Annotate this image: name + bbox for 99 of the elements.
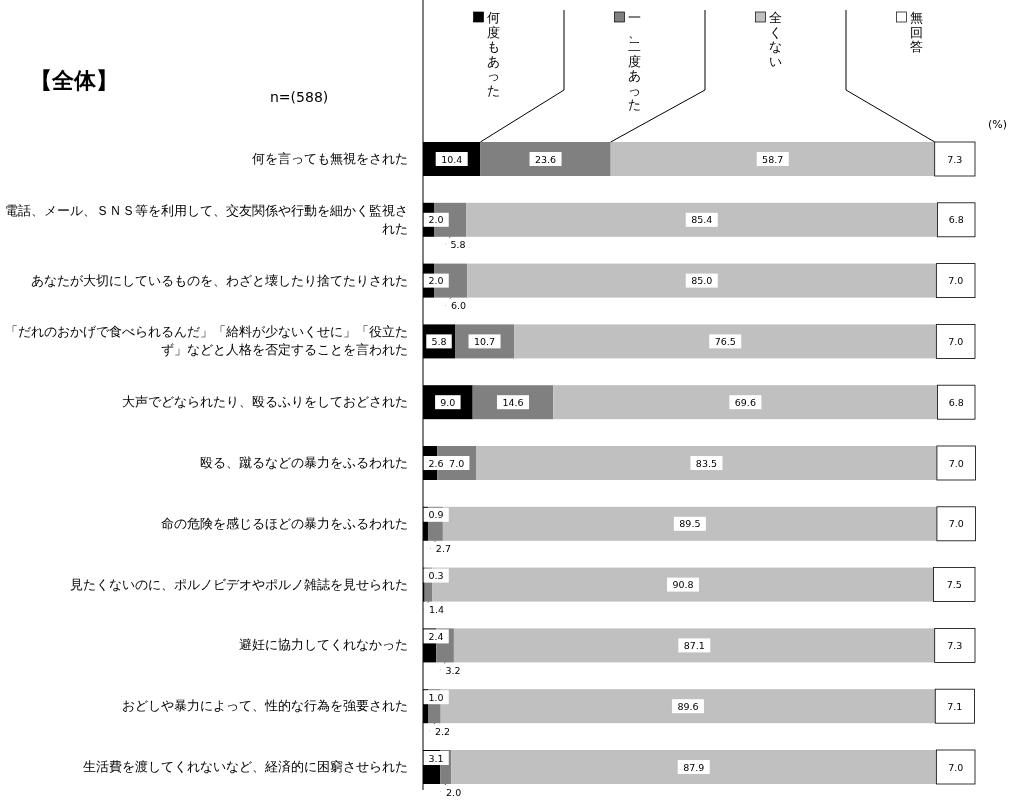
data-label: 7.5 xyxy=(946,579,962,591)
data-label: 2.0 xyxy=(428,214,444,226)
label: 7.0 xyxy=(943,456,969,470)
data-label: 76.5 xyxy=(714,335,736,347)
bar xyxy=(467,263,937,298)
data-label: 3.1 xyxy=(428,752,444,764)
data-label: 7.3 xyxy=(947,639,963,651)
bar xyxy=(553,385,938,420)
bar xyxy=(514,324,937,359)
y-tick-label: 何を言っても無視をされた xyxy=(251,150,408,168)
data-label: 2.2 xyxy=(435,725,451,737)
data-label: 2.7 xyxy=(435,543,451,555)
data-label: 7.3 xyxy=(947,153,963,165)
data-label: 6.0 xyxy=(451,300,467,312)
data-label: 58.7 xyxy=(762,153,784,165)
y-tick-label: おどしや暴力によって、性的な行為を強要された xyxy=(121,697,408,716)
data-label: 89.6 xyxy=(677,700,699,712)
data-label: 0.9 xyxy=(428,509,444,521)
data-label: 3.2 xyxy=(445,664,461,676)
label: 23.6 xyxy=(529,152,562,166)
label: 10.4 xyxy=(435,152,468,166)
bar xyxy=(453,628,935,663)
label: 2.4 xyxy=(423,629,449,644)
data-label: 23.6 xyxy=(534,153,557,165)
text: n=(588) xyxy=(270,89,329,105)
data-label: 1.4 xyxy=(428,604,445,616)
data-label: 87.1 xyxy=(683,639,705,651)
label: 76.5 xyxy=(709,334,742,349)
data-label: 69.6 xyxy=(734,396,756,408)
data-label: 7.0 xyxy=(948,457,964,469)
data-label: 5.8 xyxy=(450,239,466,251)
y-tick-label: あなたが大切にしているものを、わざと壊したり捨てたりされた xyxy=(30,271,408,290)
data-label: 2.6 xyxy=(428,457,444,469)
data-label: 6.8 xyxy=(948,214,964,226)
label: 89.6 xyxy=(671,699,704,714)
y-tick-label: 殴る、蹴るなどの暴力をふるわれた xyxy=(199,454,408,472)
legend-label: 何度もあった xyxy=(487,10,500,98)
data-label: 10.7 xyxy=(473,335,496,347)
y-tick-label: 電話、メール、ＳＮＳ等を利用して、交友関係や行動を細かく監視された xyxy=(4,201,408,238)
label: 6.8 xyxy=(943,395,969,410)
data-label: 5.8 xyxy=(431,335,447,347)
label: 83.5 xyxy=(690,456,723,470)
legend-label: 全くない xyxy=(769,10,782,69)
legend-item: 全くない xyxy=(755,10,782,69)
data-label: 1.0 xyxy=(428,691,444,703)
data-label: 14.6 xyxy=(502,396,524,408)
data-label: 10.4 xyxy=(441,153,463,165)
legend-item: 一、二度あった xyxy=(614,10,641,112)
y-tick-label: 大声でどなられたり、殴るふりをしておどされた xyxy=(121,393,408,412)
bar xyxy=(610,142,935,176)
data-label: 7.0 xyxy=(948,761,964,773)
label: 7.3 xyxy=(942,638,968,653)
legend-label: 一、二度あった xyxy=(628,10,641,112)
data-label: 89.5 xyxy=(679,518,701,530)
bar xyxy=(451,750,937,784)
data-label: 7.0 xyxy=(449,457,465,469)
label: 5.8 xyxy=(426,334,452,349)
label: 69.6 xyxy=(729,395,762,410)
text: (%) xyxy=(988,118,1008,131)
label: 7.3 xyxy=(942,152,968,166)
legend-item: 無回答 xyxy=(896,10,923,54)
data-label: 85.4 xyxy=(691,214,713,226)
y-tick-label: 命の危険を感じるほどの暴力をふるわれた xyxy=(160,514,408,533)
data-label: 9.0 xyxy=(440,396,456,408)
y-tick-label: 避妊に協力してくれなかった xyxy=(238,636,408,655)
data-label: 2.0 xyxy=(428,275,444,287)
data-label: 90.8 xyxy=(672,579,694,591)
legend-item: 何度もあった xyxy=(473,10,500,98)
legend-label: 無回答 xyxy=(910,10,923,54)
bar xyxy=(480,142,611,176)
bar xyxy=(442,506,937,541)
data-label: 7.1 xyxy=(947,700,963,712)
data-label: 0.3 xyxy=(428,570,444,582)
label: 7.1 xyxy=(942,699,968,714)
data-label: 83.5 xyxy=(695,457,718,469)
data-label: 85.0 xyxy=(691,275,713,287)
label: 1.0 xyxy=(423,690,449,705)
label: 7.0 xyxy=(942,760,969,774)
y-tick-label: 「だれのおかげで食べられるんだ」「給料が少ないくせに」「役立たず」などと人格を否定することを言われた xyxy=(4,323,408,360)
data-label: 2.4 xyxy=(428,630,444,642)
data-label: 7.0 xyxy=(948,518,964,530)
label: 3.1 xyxy=(423,751,449,765)
label: 87.9 xyxy=(677,760,710,774)
label: 14.6 xyxy=(497,395,529,410)
label: 87.1 xyxy=(678,638,711,653)
bar xyxy=(466,202,938,237)
label: 9.0 xyxy=(435,395,461,410)
label: 10.7 xyxy=(468,334,501,349)
data-label: 7.0 xyxy=(948,275,964,287)
data-label: 7.0 xyxy=(948,335,964,347)
data-label: 6.8 xyxy=(948,396,964,408)
data-label: 2.0 xyxy=(446,786,462,798)
data-label: 87.9 xyxy=(683,761,705,773)
bar xyxy=(475,446,937,480)
y-tick-label: 生活費を渡してくれないなど、経済的に困窮させられた xyxy=(82,758,408,776)
text: 【全体】 xyxy=(30,68,118,93)
label: 7.0 xyxy=(942,334,969,349)
y-tick-label: 見たくないのに、ポルノビデオやポルノ雑誌を見せられた xyxy=(69,575,408,594)
label: 58.7 xyxy=(756,152,789,166)
